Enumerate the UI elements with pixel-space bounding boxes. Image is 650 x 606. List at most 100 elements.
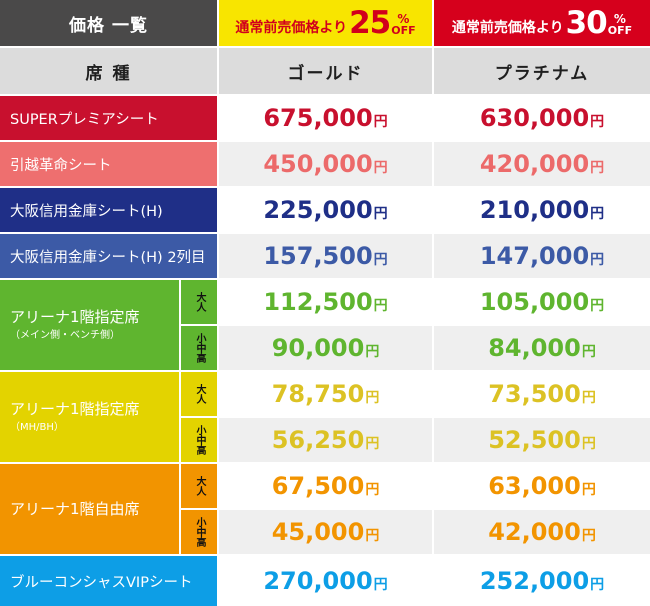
arena-side-sublabel: （メイン側・ベンチ側）	[10, 330, 120, 341]
arena-side-label: アリーナ1階指定席	[10, 308, 140, 326]
price-platinum-hikkoshi: 420,000 円	[434, 142, 650, 186]
gold-discount-percent: 25	[349, 4, 391, 41]
price-value: 42,000	[488, 518, 581, 546]
price-value: 270,000	[263, 567, 373, 595]
price-value: 63,000	[488, 472, 581, 500]
price-value: 252,000	[479, 567, 590, 595]
platinum-discount: 通常前売価格より 30 % OFF	[451, 4, 632, 41]
yen-unit: 円	[590, 114, 605, 130]
price-value: 157,500	[263, 242, 373, 270]
price-platinum-arena-side-child: 84,000 円	[434, 326, 650, 370]
yen-unit: 円	[373, 252, 388, 268]
table-title: 価格 一覧	[0, 0, 217, 46]
price-value: 675,000	[263, 104, 373, 132]
price-value: 73,500	[488, 380, 581, 408]
price-platinum-super-premia: 630,000 円	[434, 96, 650, 140]
yen-unit: 円	[365, 344, 380, 360]
price-gold-blue-vip: 270,000 円	[219, 556, 432, 606]
price-platinum-arena-side-adult: 105,000 円	[434, 280, 650, 324]
price-gold-osaka-shinkin: 225,000 円	[219, 188, 432, 232]
yen-unit: 円	[590, 577, 605, 593]
platinum-discount-prefix: 通常前売価格より	[451, 19, 564, 36]
row-label-arena-mhbh: アリーナ1階指定席 （MH/BH）	[0, 372, 179, 462]
tag-child-text: 小中高	[194, 333, 205, 363]
row-label-arena-free: アリーナ1階自由席	[0, 464, 179, 554]
tag-child-text: 小中高	[194, 517, 205, 547]
price-platinum-osaka-shinkin-row2: 147,000 円	[434, 234, 650, 278]
price-platinum-osaka-shinkin: 210,000 円	[434, 188, 650, 232]
tag-adult-text: 大人	[194, 292, 205, 312]
tag-child-text: 小中高	[194, 425, 205, 455]
price-gold-arena-free-child: 45,000 円	[219, 510, 432, 554]
yen-unit: 円	[590, 252, 605, 268]
price-gold-osaka-shinkin-row2: 157,500 円	[219, 234, 432, 278]
price-value: 450,000	[263, 150, 373, 178]
price-value: 210,000	[479, 196, 590, 224]
row-label-blue-vip: ブルーコンシャスVIPシート	[0, 556, 217, 606]
row-label-hikkoshi: 引越革命シート	[0, 142, 217, 186]
row-label-osaka-shinkin: 大阪信用金庫シート(H)	[0, 188, 217, 232]
platinum-discount-banner: 通常前売価格より 30 % OFF	[434, 0, 650, 46]
gold-discount-banner: 通常前売価格より 25 % OFF	[219, 0, 432, 46]
yen-unit: 円	[373, 577, 388, 593]
yen-unit: 円	[581, 344, 596, 360]
price-value: 147,000	[479, 242, 590, 270]
yen-unit: 円	[581, 528, 596, 544]
tag-child: 小中高	[181, 326, 217, 370]
yen-unit: 円	[590, 160, 605, 176]
yen-unit: 円	[365, 436, 380, 452]
price-value: 105,000	[479, 288, 590, 316]
tag-adult: 大人	[181, 280, 217, 324]
row-label-osaka-shinkin-row2: 大阪信用金庫シート(H) 2列目	[0, 234, 217, 278]
platinum-off-label: OFF	[607, 23, 633, 37]
tag-child: 小中高	[181, 510, 217, 554]
yen-unit: 円	[590, 298, 605, 314]
yen-unit: 円	[365, 528, 380, 544]
column-header-platinum: プラチナム	[434, 48, 650, 94]
row-label-arena-side: アリーナ1階指定席 （メイン側・ベンチ側）	[0, 280, 179, 370]
tag-adult: 大人	[181, 464, 217, 508]
yen-unit: 円	[581, 390, 596, 406]
price-gold-hikkoshi: 450,000 円	[219, 142, 432, 186]
column-header-gold: ゴールド	[219, 48, 432, 94]
tag-adult-text: 大人	[194, 476, 205, 496]
gold-off-label: OFF	[391, 23, 416, 37]
yen-unit: 円	[373, 160, 388, 176]
platinum-discount-percent: 30	[565, 4, 608, 41]
yen-unit: 円	[581, 482, 596, 498]
arena-mhbh-sublabel: （MH/BH）	[10, 422, 64, 433]
platinum-percent-sign: %	[613, 11, 626, 26]
price-platinum-arena-free-child: 42,000 円	[434, 510, 650, 554]
yen-unit: 円	[581, 436, 596, 452]
price-value: 112,500	[263, 288, 373, 316]
price-platinum-arena-mhbh-adult: 73,500 円	[434, 372, 650, 416]
arena-mhbh-label: アリーナ1階指定席	[10, 400, 140, 418]
column-header-seat: 席 種	[0, 48, 217, 94]
price-gold-arena-side-child: 90,000 円	[219, 326, 432, 370]
tag-adult-text: 大人	[194, 384, 205, 404]
price-value: 45,000	[271, 518, 365, 546]
price-value: 52,500	[488, 426, 581, 454]
yen-unit: 円	[365, 390, 380, 406]
tag-adult: 大人	[181, 372, 217, 416]
arena-free-label: アリーナ1階自由席	[10, 500, 140, 518]
price-value: 78,750	[271, 380, 365, 408]
price-value: 420,000	[479, 150, 590, 178]
price-gold-arena-side-adult: 112,500 円	[219, 280, 432, 324]
gold-discount: 通常前売価格より 25 % OFF	[235, 4, 416, 41]
platinum-discount-off: % OFF	[608, 13, 632, 36]
yen-unit: 円	[373, 206, 388, 222]
price-value: 56,250	[271, 426, 365, 454]
price-gold-arena-mhbh-child: 56,250 円	[219, 418, 432, 462]
price-platinum-blue-vip: 252,000 円	[434, 556, 650, 606]
price-value: 225,000	[263, 196, 373, 224]
gold-percent-sign: %	[397, 11, 410, 26]
tag-child: 小中高	[181, 418, 217, 462]
price-gold-super-premia: 675,000 円	[219, 96, 432, 140]
yen-unit: 円	[590, 206, 605, 222]
price-value: 90,000	[271, 334, 365, 362]
gold-discount-prefix: 通常前売価格より	[235, 19, 348, 36]
yen-unit: 円	[365, 482, 380, 498]
price-value: 84,000	[488, 334, 581, 362]
